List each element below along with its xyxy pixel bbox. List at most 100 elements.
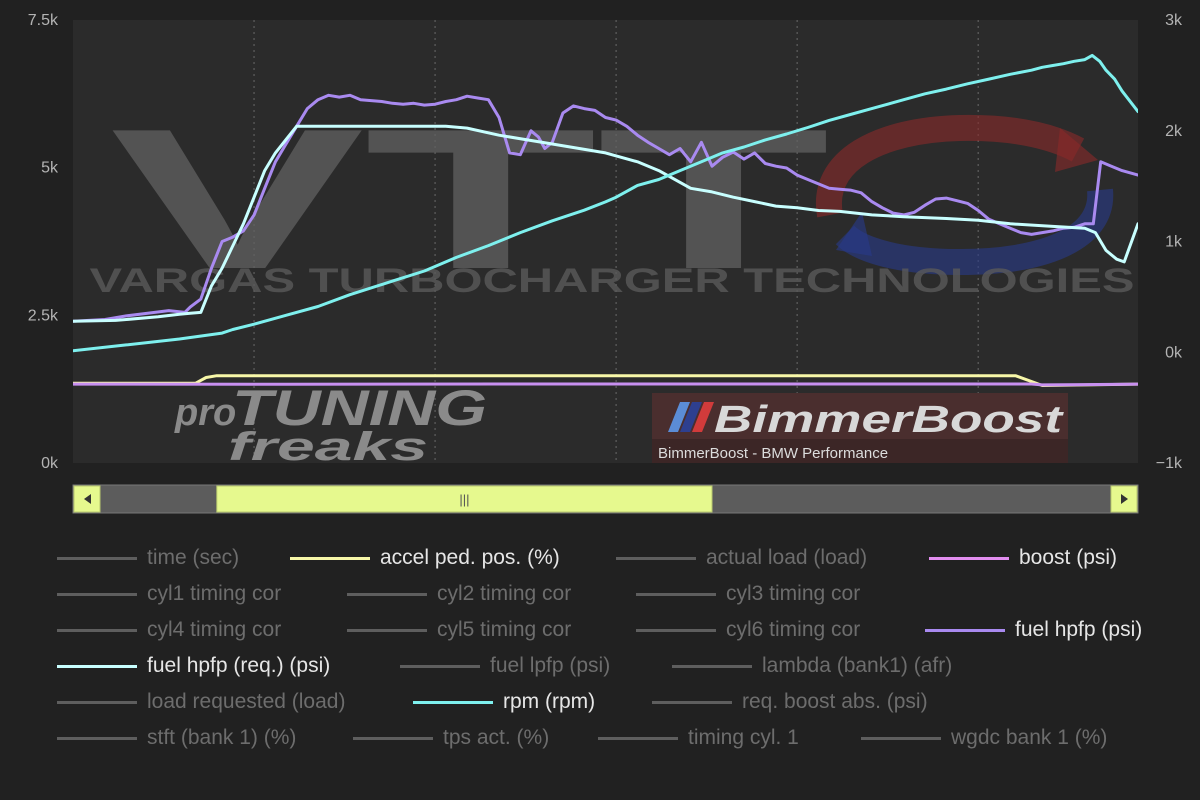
legend-item-tps-act[interactable]: tps act. (%) — [353, 720, 549, 756]
watermark-tuning: TUNING — [232, 380, 487, 436]
legend-item-boost-psi[interactable]: boost (psi) — [929, 540, 1117, 576]
grid-lines — [253, 20, 979, 463]
legend-swatch — [400, 664, 480, 668]
legend-swatch — [652, 700, 732, 704]
watermark-pro: pro — [174, 392, 236, 434]
legend-swatch — [861, 736, 941, 740]
legend-swatch — [616, 556, 696, 560]
legend-label: tps act. (%) — [443, 726, 550, 749]
legend-swatch — [598, 736, 678, 740]
right-tick-label: −1k — [1156, 455, 1183, 472]
legend-item-cyl1-timing-cor[interactable]: cyl1 timing cor — [57, 576, 281, 612]
legend-label: cyl5 timing cor — [437, 618, 572, 641]
legend-swatch — [57, 628, 137, 632]
series-layer — [73, 53, 1138, 387]
legend-label: accel ped. pos. (%) — [380, 546, 560, 569]
legend-row: fuel hpfp (req.) (psi) fuel lpfp (psi) lam… — [0, 648, 1200, 684]
legend-swatch — [672, 664, 752, 668]
legend-label: cyl1 timing cor — [147, 582, 282, 605]
legend-item-req-boost-abs-psi[interactable]: req. boost abs. (psi) — [652, 684, 928, 720]
watermark-protuning-freaks: pro TUNING freaks — [174, 380, 487, 469]
legend-item-timing-cyl-1[interactable]: timing cyl. 1 — [598, 720, 799, 756]
left-tick-label: 0k — [41, 455, 59, 472]
watermark-bimmerboost: BimmerBoost BimmerBoost - BMW Performanc… — [652, 393, 1068, 463]
right-arrow-icon — [1121, 494, 1128, 504]
legend-label: fuel hpfp (req.) (psi) — [147, 654, 331, 677]
legend-item-cyl4-timing-cor[interactable]: cyl4 timing cor — [57, 612, 281, 648]
legend-label: timing cyl. 1 — [688, 726, 799, 749]
right-tick-label: 0k — [1165, 344, 1183, 361]
legend-swatch — [636, 628, 716, 632]
line-chart: VTT VARGAS TURBOCHARGER TECHNOLOGIES pro… — [28, 12, 1183, 514]
legend-swatch — [636, 592, 716, 596]
legend-label: lambda (bank1) (afr) — [762, 654, 953, 677]
legend-item-stft-bank-1[interactable]: stft (bank 1) (%) — [57, 720, 296, 756]
legend-item-rpm-rpm[interactable]: rpm (rpm) — [413, 684, 595, 720]
legend-swatch — [413, 700, 493, 704]
legend-item-actual-load-load[interactable]: actual load (load) — [616, 540, 867, 576]
watermark-layer: VTT VARGAS TURBOCHARGER TECHNOLOGIES pro… — [90, 88, 1135, 469]
legend-item-cyl5-timing-cor[interactable]: cyl5 timing cor — [347, 612, 571, 648]
legend-swatch — [57, 556, 137, 560]
legend-label: stft (bank 1) (%) — [147, 726, 297, 749]
legend-label: wgdc bank 1 (%) — [951, 726, 1108, 749]
plot-area — [73, 20, 1138, 463]
series-line-rpm-rpm — [73, 53, 1138, 353]
right-tick-label: 3k — [1165, 12, 1183, 29]
left-arrow-icon — [84, 494, 91, 504]
scroll-right-button[interactable] — [1110, 485, 1138, 513]
legend-row: time (sec) accel ped. pos. (%) actual load… — [0, 540, 1200, 576]
scrollbar-grip-icon[interactable]: ||| — [459, 492, 469, 507]
legend-row: cyl1 timing cor cyl2 timing cor cyl3 timin… — [0, 576, 1200, 612]
legend-label: cyl6 timing cor — [726, 618, 861, 641]
legend-row: load requested (load) rpm (rpm) req. boost… — [0, 684, 1200, 720]
legend-label: fuel lpfp (psi) — [490, 654, 611, 677]
watermark-freaks: freaks — [228, 425, 428, 469]
legend-label: load requested (load) — [147, 690, 346, 713]
range-scrollbar[interactable]: ||| — [72, 484, 1139, 514]
legend-swatch — [290, 556, 370, 560]
legend-label: cyl3 timing cor — [726, 582, 861, 605]
bimmerboost-stripes-icon — [668, 402, 714, 432]
legend-item-fuel-lpfp-psi[interactable]: fuel lpfp (psi) — [400, 648, 610, 684]
watermark-vtt: VTT — [110, 88, 830, 311]
legend-swatch — [57, 700, 137, 704]
legend-swatch — [57, 592, 137, 596]
legend-swatch — [353, 736, 433, 740]
legend-item-cyl3-timing-cor[interactable]: cyl3 timing cor — [636, 576, 860, 612]
legend-swatch — [347, 628, 427, 632]
legend-row: cyl4 timing cor cyl5 timing cor cyl6 timin… — [0, 612, 1200, 648]
bimmerboost-subtitle: BimmerBoost - BMW Performance — [658, 445, 888, 462]
legend-label: fuel hpfp (psi) — [1015, 618, 1143, 641]
bimmerboost-logo-text: BimmerBoost — [714, 399, 1064, 441]
legend-swatch — [929, 556, 1009, 560]
legend-item-load-requested-load[interactable]: load requested (load) — [57, 684, 345, 720]
right-tick-label: 2k — [1165, 123, 1183, 140]
legend-item-fuel-hpfp-req-psi[interactable]: fuel hpfp (req.) (psi) — [57, 648, 330, 684]
right-tick-label: 1k — [1165, 234, 1183, 251]
scroll-left-button[interactable] — [73, 485, 101, 513]
legend-item-time-sec[interactable]: time (sec) — [57, 540, 239, 576]
legend-item-lambda-bank1-afr[interactable]: lambda (bank1) (afr) — [672, 648, 952, 684]
legend-item-wgdc-bank-1[interactable]: wgdc bank 1 (%) — [861, 720, 1107, 756]
right-axis-ticks: −1k 0k 1k 2k 3k — [1156, 12, 1183, 472]
scrollbar-thumb[interactable] — [216, 485, 713, 513]
legend-swatch — [925, 628, 1005, 632]
legend-label: time (sec) — [147, 546, 240, 569]
legend-label: cyl4 timing cor — [147, 618, 282, 641]
left-tick-label: 5k — [41, 160, 59, 177]
legend-item-cyl6-timing-cor[interactable]: cyl6 timing cor — [636, 612, 860, 648]
legend-item-accel-ped-pos[interactable]: accel ped. pos. (%) — [290, 540, 560, 576]
legend-label: rpm (rpm) — [503, 690, 596, 713]
legend-label: req. boost abs. (psi) — [742, 690, 928, 713]
series-line-boost-psi — [73, 382, 1138, 387]
legend-swatch — [57, 664, 137, 668]
legend-swatch — [57, 736, 137, 740]
left-axis-ticks: 0k 2.5k 5k 7.5k — [28, 12, 59, 472]
legend-label: actual load (load) — [706, 546, 868, 569]
legend-item-fuel-hpfp-psi[interactable]: fuel hpfp (psi) — [925, 612, 1142, 648]
legend-item-cyl2-timing-cor[interactable]: cyl2 timing cor — [347, 576, 571, 612]
left-tick-label: 2.5k — [28, 307, 59, 324]
series-line-fuel-hpfp-req-psi — [73, 124, 1138, 323]
